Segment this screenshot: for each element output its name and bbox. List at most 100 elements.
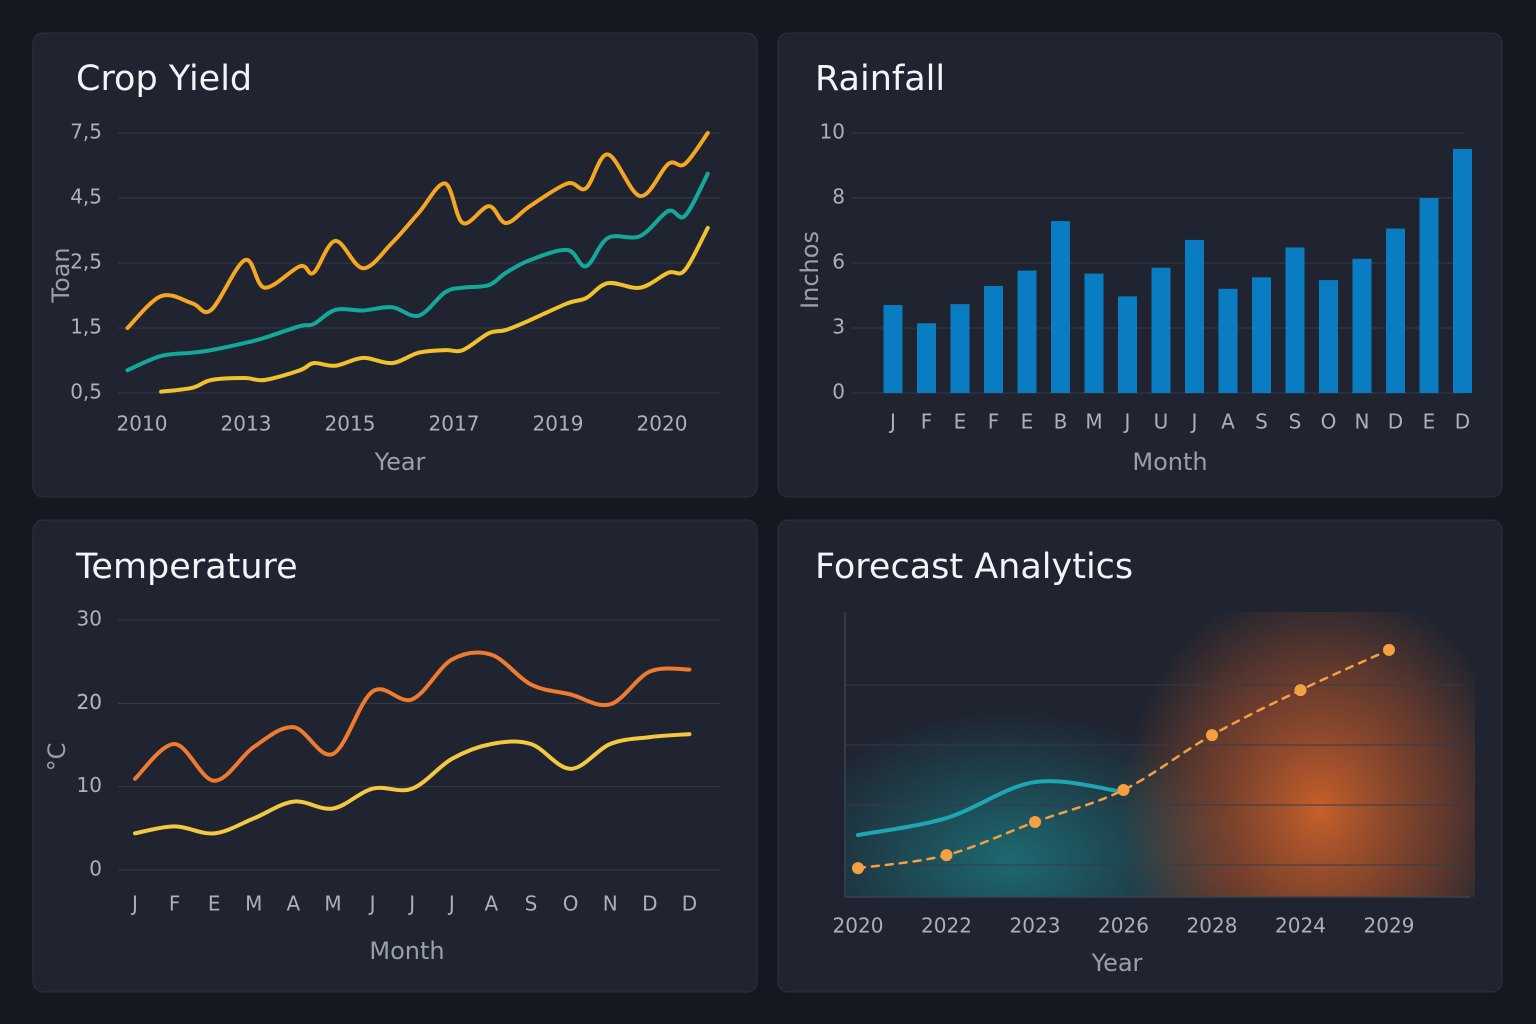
x-tick-label: 2028 — [1187, 914, 1238, 938]
y-tick-label: 6 — [832, 250, 845, 274]
bar — [1051, 221, 1070, 393]
x-tick-label: F — [169, 892, 181, 916]
y-tick-label: 10 — [77, 773, 102, 797]
x-tick-label: 2022 — [921, 914, 972, 938]
point — [1294, 684, 1307, 697]
x-tick-label: 2010 — [117, 412, 168, 436]
bar — [1118, 296, 1137, 393]
bar — [950, 304, 970, 393]
line — [159, 225, 710, 394]
x-tick-label: B — [1054, 410, 1068, 434]
x-tick-label: 2017 — [429, 412, 480, 436]
x-axis-label: Year — [1091, 949, 1143, 977]
point — [1029, 815, 1041, 828]
line — [125, 171, 710, 373]
x-tick-label: D — [642, 892, 657, 916]
x-tick-label: E — [208, 892, 221, 916]
x-tick-label: A — [485, 892, 499, 916]
panel — [32, 519, 758, 993]
chart-title: Temperature — [75, 547, 298, 587]
x-tick-label: M — [245, 892, 262, 916]
x-tick-label: D — [682, 892, 697, 916]
bar — [1017, 270, 1037, 393]
bar — [1084, 273, 1104, 393]
y-axis-label: Inchos — [796, 231, 824, 309]
x-tick-label: N — [1355, 410, 1370, 434]
x-axis-label: Month — [369, 937, 444, 965]
y-tick-label: 20 — [77, 690, 102, 714]
y-axis-label: Toan — [47, 247, 75, 303]
y-tick-label: 7,5 — [70, 120, 102, 144]
x-tick-label: 2015 — [325, 412, 376, 436]
point — [940, 849, 953, 862]
x-tick-label: 2020 — [637, 412, 688, 436]
x-tick-label: E — [1021, 410, 1034, 434]
x-tick-label: N — [603, 892, 618, 916]
y-tick-label: 20 — [77, 690, 102, 714]
x-tick-label: 2029 — [1364, 914, 1415, 938]
x-tick-label: 2023 — [1010, 914, 1061, 938]
x-tick-label: S — [1255, 410, 1268, 434]
bar — [984, 285, 1003, 393]
y-axis-label: °C — [43, 743, 71, 772]
x-axis-label: Month — [1132, 448, 1207, 476]
x-tick-label: S — [1289, 410, 1302, 434]
bar — [917, 323, 936, 393]
x-tick-label: D — [1455, 410, 1470, 434]
y-tick-label: 0,5 — [70, 380, 102, 404]
chart-title: Crop Yield — [76, 59, 252, 99]
x-axis-label: Year — [374, 448, 426, 476]
x-tick-label: 2013 — [221, 412, 272, 436]
x-tick-label: M — [324, 892, 341, 916]
x-tick-label: A — [287, 892, 301, 916]
x-tick-label: J — [368, 892, 376, 916]
y-tick-label: 2,5 — [70, 250, 102, 274]
bar — [1218, 288, 1238, 393]
bar — [1151, 267, 1171, 393]
bar — [1453, 148, 1472, 393]
y-tick-label: 4,5 — [70, 185, 102, 209]
x-tick-label: J — [130, 892, 138, 916]
y-tick-label: 1,5 — [70, 315, 102, 339]
y-tick-label: 3 — [832, 315, 845, 339]
x-tick-label: J — [888, 410, 896, 434]
x-tick-label: O — [563, 892, 579, 916]
x-tick-label: D — [1388, 410, 1403, 434]
bar — [1285, 247, 1305, 393]
x-tick-label: 2026 — [1098, 914, 1149, 938]
bar — [1352, 258, 1372, 393]
x-tick-label: S — [525, 892, 538, 916]
chart-title: Rainfall — [815, 59, 945, 99]
point — [1117, 784, 1130, 797]
y-tick-label: 30 — [77, 607, 102, 631]
bar — [1386, 228, 1405, 393]
x-tick-label: J — [407, 892, 415, 916]
bar — [1252, 277, 1271, 393]
x-tick-label: U — [1154, 410, 1169, 434]
line — [133, 732, 692, 836]
point — [852, 862, 864, 875]
y-tick-label: 8 — [832, 185, 845, 209]
x-tick-label: J — [1190, 410, 1198, 434]
x-tick-label: F — [988, 410, 1000, 434]
bar — [1319, 280, 1338, 393]
x-tick-label: 2019 — [533, 412, 584, 436]
y-tick-label: 0 — [89, 857, 102, 881]
line — [125, 131, 710, 330]
point — [1206, 729, 1218, 742]
x-tick-label: E — [1423, 410, 1436, 434]
chart-title: Forecast Analytics — [815, 547, 1133, 587]
x-tick-label: J — [1123, 410, 1131, 434]
line — [133, 650, 692, 783]
glow-orange — [1120, 612, 1475, 897]
bar — [883, 305, 903, 393]
y-tick-label: 0 — [832, 380, 845, 404]
bar — [1185, 239, 1204, 393]
x-tick-label: A — [1221, 410, 1235, 434]
bar — [1419, 198, 1439, 393]
point — [1383, 643, 1395, 656]
y-tick-label: 10 — [820, 120, 845, 144]
x-tick-label: F — [921, 410, 933, 434]
line — [856, 779, 1126, 838]
